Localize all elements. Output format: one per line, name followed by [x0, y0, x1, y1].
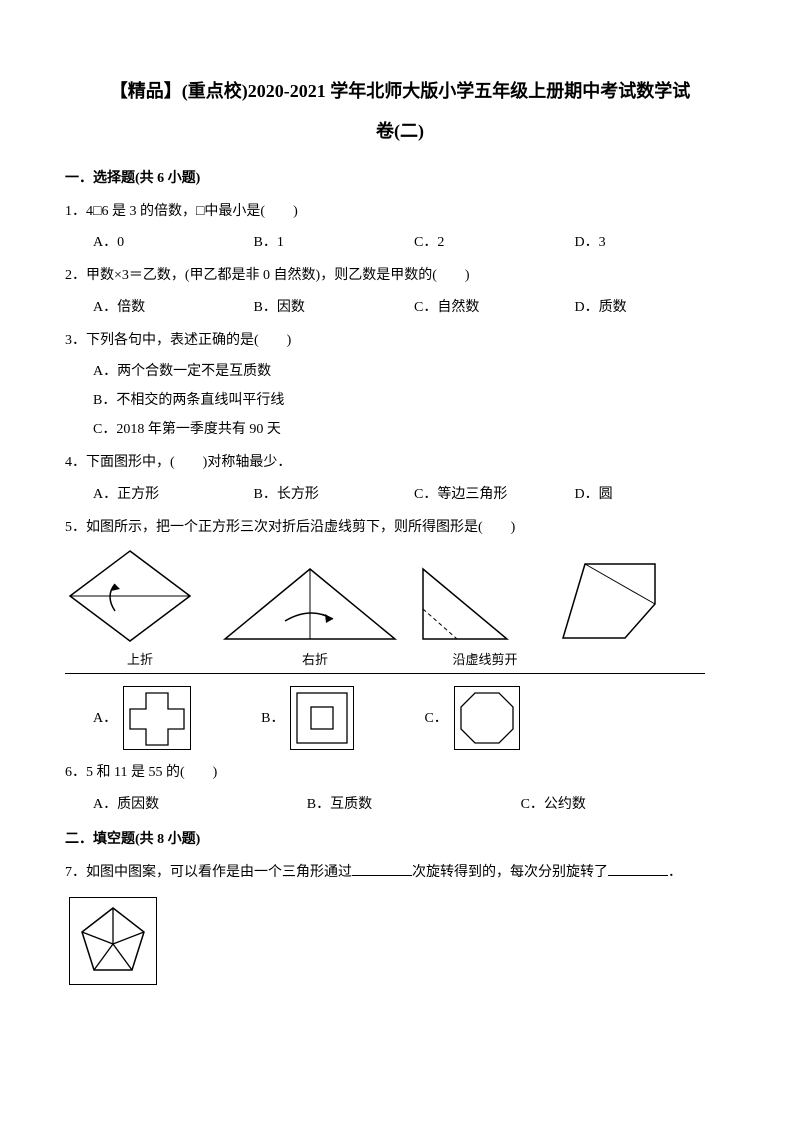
- q3-opt-b: B．不相交的两条直线叫平行线: [93, 388, 735, 413]
- q2-opt-b: B．因数: [254, 295, 415, 320]
- q2-opt-c: C．自然数: [414, 295, 575, 320]
- q1-opt-d: D．3: [575, 230, 736, 255]
- section-2-header: 二．填空题(共 8 小题): [65, 827, 735, 852]
- section-1-header: 一．选择题(共 6 小题): [65, 166, 735, 191]
- q7-post: ．: [668, 865, 682, 880]
- q1-opt-a: A．0: [93, 230, 254, 255]
- fold-step-3-icon: [415, 561, 515, 646]
- q7-mid: 次旋转得到的，每次分别旋转了: [412, 865, 608, 880]
- q5-opt-b-label: B．: [261, 706, 284, 731]
- question-3: 3．下列各句中，表述正确的是( ) A．两个合数一定不是互质数 B．不相交的两条…: [65, 328, 735, 443]
- q3-opt-c: C．2018 年第一季度共有 90 天: [93, 417, 735, 442]
- q7-pre: 7．如图中图案，可以看作是由一个三角形通过: [65, 865, 352, 880]
- q6-opt-a: A．质因数: [93, 792, 307, 817]
- q6-text: 6．5 和 11 是 55 的( ): [65, 760, 735, 785]
- q5-opt-c-shape: [454, 686, 520, 750]
- q2-text: 2．甲数×3＝乙数，(甲乙都是非 0 自然数)，则乙数是甲数的( ): [65, 263, 735, 288]
- q7-blank-2: [608, 862, 668, 876]
- fold-step-1-icon: [65, 546, 195, 646]
- q2-opt-a: A．倍数: [93, 295, 254, 320]
- fold-step-4-icon: [555, 556, 665, 646]
- main-title: 【精品】(重点校)2020-2021 学年北师大版小学五年级上册期中考试数学试: [65, 75, 735, 107]
- q5-opt-c-label: C．: [424, 706, 447, 731]
- fold-label-4: [555, 648, 695, 671]
- q3-text: 3．下列各句中，表述正确的是( ): [65, 328, 735, 353]
- q1-text: 1．4□6 是 3 的倍数，□中最小是( ): [65, 199, 735, 224]
- q4-text: 4．下面图形中，( )对称轴最少．: [65, 450, 735, 475]
- q4-opt-a: A．正方形: [93, 482, 254, 507]
- question-4: 4．下面图形中，( )对称轴最少． A．正方形 B．长方形 C．等边三角形 D．…: [65, 450, 735, 506]
- question-6: 6．5 和 11 是 55 的( ) A．质因数 B．互质数 C．公约数: [65, 760, 735, 816]
- q7-blank-1: [352, 862, 412, 876]
- folding-diagram-row: 上折 右折 沿虚线剪开: [65, 546, 705, 674]
- q6-opt-c: C．公约数: [521, 792, 735, 817]
- question-1: 1．4□6 是 3 的倍数，□中最小是( ) A．0 B．1 C．2 D．3: [65, 199, 735, 255]
- q5-opt-a-label: A．: [93, 706, 117, 731]
- sub-title: 卷(二): [65, 115, 735, 147]
- q7-text: 7．如图中图案，可以看作是由一个三角形通过 次旋转得到的，每次分别旋转了 ．: [65, 860, 735, 885]
- fold-label-2: 右折: [215, 648, 415, 671]
- question-2: 2．甲数×3＝乙数，(甲乙都是非 0 自然数)，则乙数是甲数的( ) A．倍数 …: [65, 263, 735, 319]
- q5-answers: A． B． C．: [65, 686, 735, 750]
- q4-opt-d: D．圆: [575, 482, 736, 507]
- q5-opt-b-shape: [290, 686, 354, 750]
- q4-opt-c: C．等边三角形: [414, 482, 575, 507]
- q1-opt-c: C．2: [414, 230, 575, 255]
- fold-label-3: 沿虚线剪开: [415, 648, 555, 671]
- question-5: 5．如图所示，把一个正方形三次对折后沿虚线剪下，则所得图形是( ) 上折 右折: [65, 515, 735, 751]
- q3-opt-a: A．两个合数一定不是互质数: [93, 359, 735, 384]
- q1-opt-b: B．1: [254, 230, 415, 255]
- fold-step-2-icon: [215, 561, 405, 646]
- q4-opt-b: B．长方形: [254, 482, 415, 507]
- q6-opt-b: B．互质数: [307, 792, 521, 817]
- q5-opt-a-shape: [123, 686, 191, 750]
- fold-label-1: 上折: [65, 648, 215, 671]
- q2-opt-d: D．质数: [575, 295, 736, 320]
- q7-figure: [69, 897, 157, 985]
- q5-text: 5．如图所示，把一个正方形三次对折后沿虚线剪下，则所得图形是( ): [65, 515, 735, 540]
- question-7: 7．如图中图案，可以看作是由一个三角形通过 次旋转得到的，每次分别旋转了 ．: [65, 860, 735, 994]
